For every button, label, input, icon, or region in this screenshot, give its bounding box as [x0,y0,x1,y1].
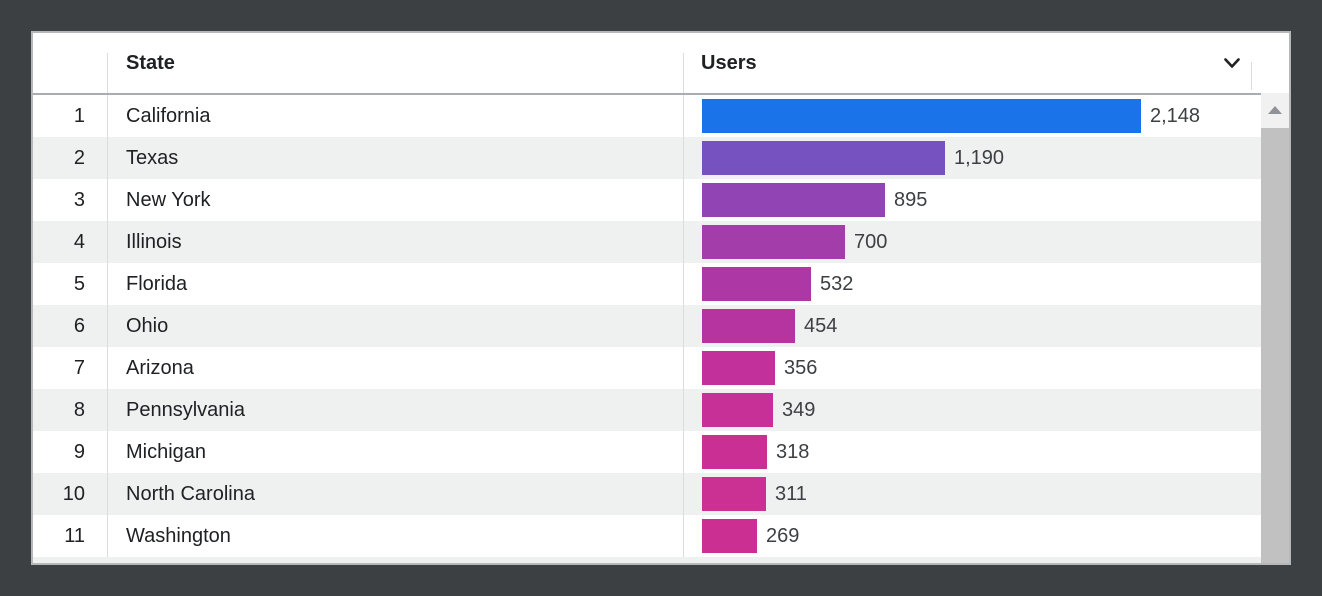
row-state: North Carolina [107,473,683,515]
table-row: 8 Pennsylvania 349 [33,389,1289,431]
users-value: 895 [894,188,928,211]
table-header: State Users [33,33,1289,95]
chevron-down-icon[interactable] [1224,58,1240,69]
row-users: 454 [683,305,1289,347]
header-divider [683,53,684,93]
row-state: Florida [107,263,683,305]
users-bar [702,225,845,259]
table-row: 11 Washington 269 [33,515,1289,557]
header-divider [1251,62,1252,90]
vertical-scrollbar[interactable] [1261,93,1289,563]
row-state: Illinois [107,221,683,263]
users-bar [702,519,757,553]
row-state: New York [107,179,683,221]
users-value: 311 [775,482,807,505]
row-users: 2,148 [683,95,1289,137]
users-value: 532 [820,272,854,295]
row-users: 311 [683,473,1289,515]
row-state: Ohio [107,305,683,347]
row-rank: 4 [73,231,85,253]
row-rank: 6 [73,315,85,337]
row-users: 895 [683,179,1289,221]
scroll-up-button[interactable] [1261,93,1289,127]
row-state: Texas [107,137,683,179]
row-rank: 10 [62,483,85,505]
users-bar [702,351,775,385]
row-users: 356 [683,347,1289,389]
table-row: 3 New York 895 [33,179,1289,221]
row-rank: 3 [73,189,85,211]
row-users: 532 [683,263,1289,305]
users-bar [702,141,945,175]
row-rank: 5 [73,273,85,295]
table-row: 9 Michigan 318 [33,431,1289,473]
header-divider [107,53,108,93]
row-rank: 8 [73,399,85,421]
users-value: 349 [782,398,816,421]
users-value: 356 [784,356,818,379]
users-value: 700 [854,230,888,253]
column-header-state[interactable]: State [126,51,175,74]
row-users: 1,190 [683,137,1289,179]
row-state: Michigan [107,431,683,473]
table-row: 7 Arizona 356 [33,347,1289,389]
users-value: 269 [766,524,800,547]
users-bar [702,309,795,343]
row-state: Arizona [107,347,683,389]
row-rank: 1 [73,105,85,127]
users-bar [702,435,767,469]
column-header-users[interactable]: Users [701,51,757,74]
table-row: 4 Illinois 700 [33,221,1289,263]
next-row-partial [33,557,1289,563]
users-value: 318 [776,440,810,463]
table-row: 5 Florida 532 [33,263,1289,305]
row-rank: 2 [73,147,85,169]
users-value: 454 [804,314,838,337]
row-state: Pennsylvania [107,389,683,431]
row-rank: 11 [64,525,85,547]
row-users: 349 [683,389,1289,431]
row-rank: 9 [73,441,85,463]
users-value: 2,148 [1150,104,1201,127]
data-table-card: State Users 1 California 2,148 2 Texas 1… [31,31,1291,565]
row-users: 700 [683,221,1289,263]
users-bar [702,99,1141,133]
users-value: 1,190 [954,146,1005,169]
row-state: California [107,95,683,137]
users-bar [702,267,811,301]
scroll-up-arrow-icon [1268,106,1282,114]
row-rank: 7 [73,357,85,379]
row-users: 269 [683,515,1289,557]
table-body: 1 California 2,148 2 Texas 1,190 3 New Y… [33,95,1289,563]
table-row: 6 Ohio 454 [33,305,1289,347]
row-state: Washington [107,515,683,557]
users-bar [702,183,885,217]
table-row: 10 North Carolina 311 [33,473,1289,515]
scrollbar-thumb[interactable] [1261,128,1289,563]
table-row: 2 Texas 1,190 [33,137,1289,179]
users-bar [702,477,766,511]
table-row: 1 California 2,148 [33,95,1289,137]
row-users: 318 [683,431,1289,473]
users-bar [702,393,773,427]
